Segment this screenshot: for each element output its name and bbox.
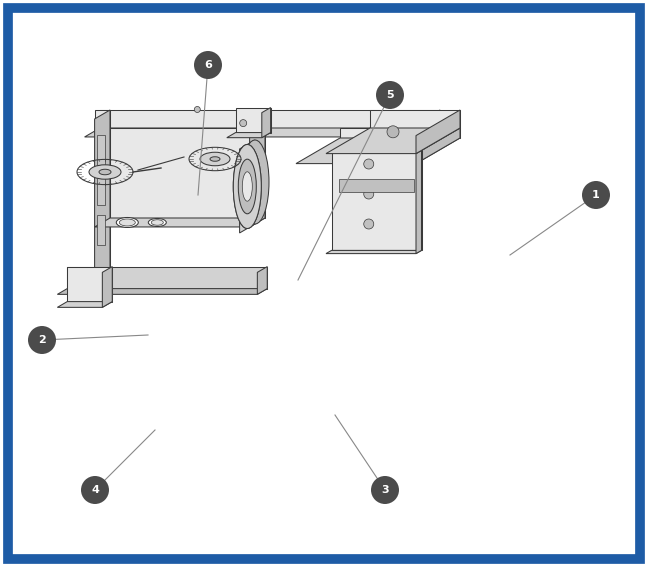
Ellipse shape [210,156,220,161]
Polygon shape [326,128,460,154]
Ellipse shape [242,172,252,201]
Polygon shape [257,266,267,294]
Polygon shape [416,150,421,253]
Polygon shape [97,215,105,245]
Polygon shape [67,266,267,289]
Ellipse shape [99,170,111,175]
Circle shape [364,159,374,169]
Polygon shape [80,270,110,279]
Circle shape [364,219,374,229]
Polygon shape [97,135,105,165]
Ellipse shape [151,220,163,225]
Polygon shape [95,218,265,227]
Circle shape [240,120,247,126]
Polygon shape [85,128,440,137]
Polygon shape [110,128,265,218]
Ellipse shape [116,218,138,227]
Ellipse shape [241,140,269,224]
Circle shape [582,181,610,209]
Polygon shape [424,110,440,137]
Polygon shape [340,128,460,138]
Circle shape [81,476,109,504]
Circle shape [364,189,374,199]
Polygon shape [416,128,460,164]
Polygon shape [102,266,112,307]
Polygon shape [370,110,460,128]
Polygon shape [97,175,105,205]
Ellipse shape [148,218,167,226]
Polygon shape [100,110,440,128]
Circle shape [371,476,399,504]
Text: 3: 3 [381,485,389,495]
Circle shape [194,51,222,79]
Polygon shape [326,251,421,253]
Text: 2: 2 [38,335,46,345]
Circle shape [387,126,399,138]
Text: 5: 5 [386,90,394,100]
Polygon shape [416,110,460,154]
Polygon shape [332,150,421,251]
Text: 1: 1 [592,190,600,200]
Ellipse shape [119,219,135,226]
Polygon shape [95,110,110,279]
Polygon shape [227,133,271,138]
Ellipse shape [238,159,257,214]
Polygon shape [240,140,255,233]
Polygon shape [95,110,110,270]
Circle shape [194,107,200,112]
Circle shape [376,81,404,109]
Ellipse shape [89,165,121,179]
Polygon shape [58,289,267,294]
Ellipse shape [233,145,261,229]
Ellipse shape [200,153,230,166]
Polygon shape [58,302,112,307]
Polygon shape [249,128,265,227]
Circle shape [28,326,56,354]
Polygon shape [67,266,112,302]
Polygon shape [262,108,271,138]
Ellipse shape [233,145,261,229]
Text: 4: 4 [91,485,99,495]
Polygon shape [296,138,460,164]
Polygon shape [236,108,271,133]
Text: 6: 6 [204,60,212,70]
Polygon shape [339,179,414,192]
